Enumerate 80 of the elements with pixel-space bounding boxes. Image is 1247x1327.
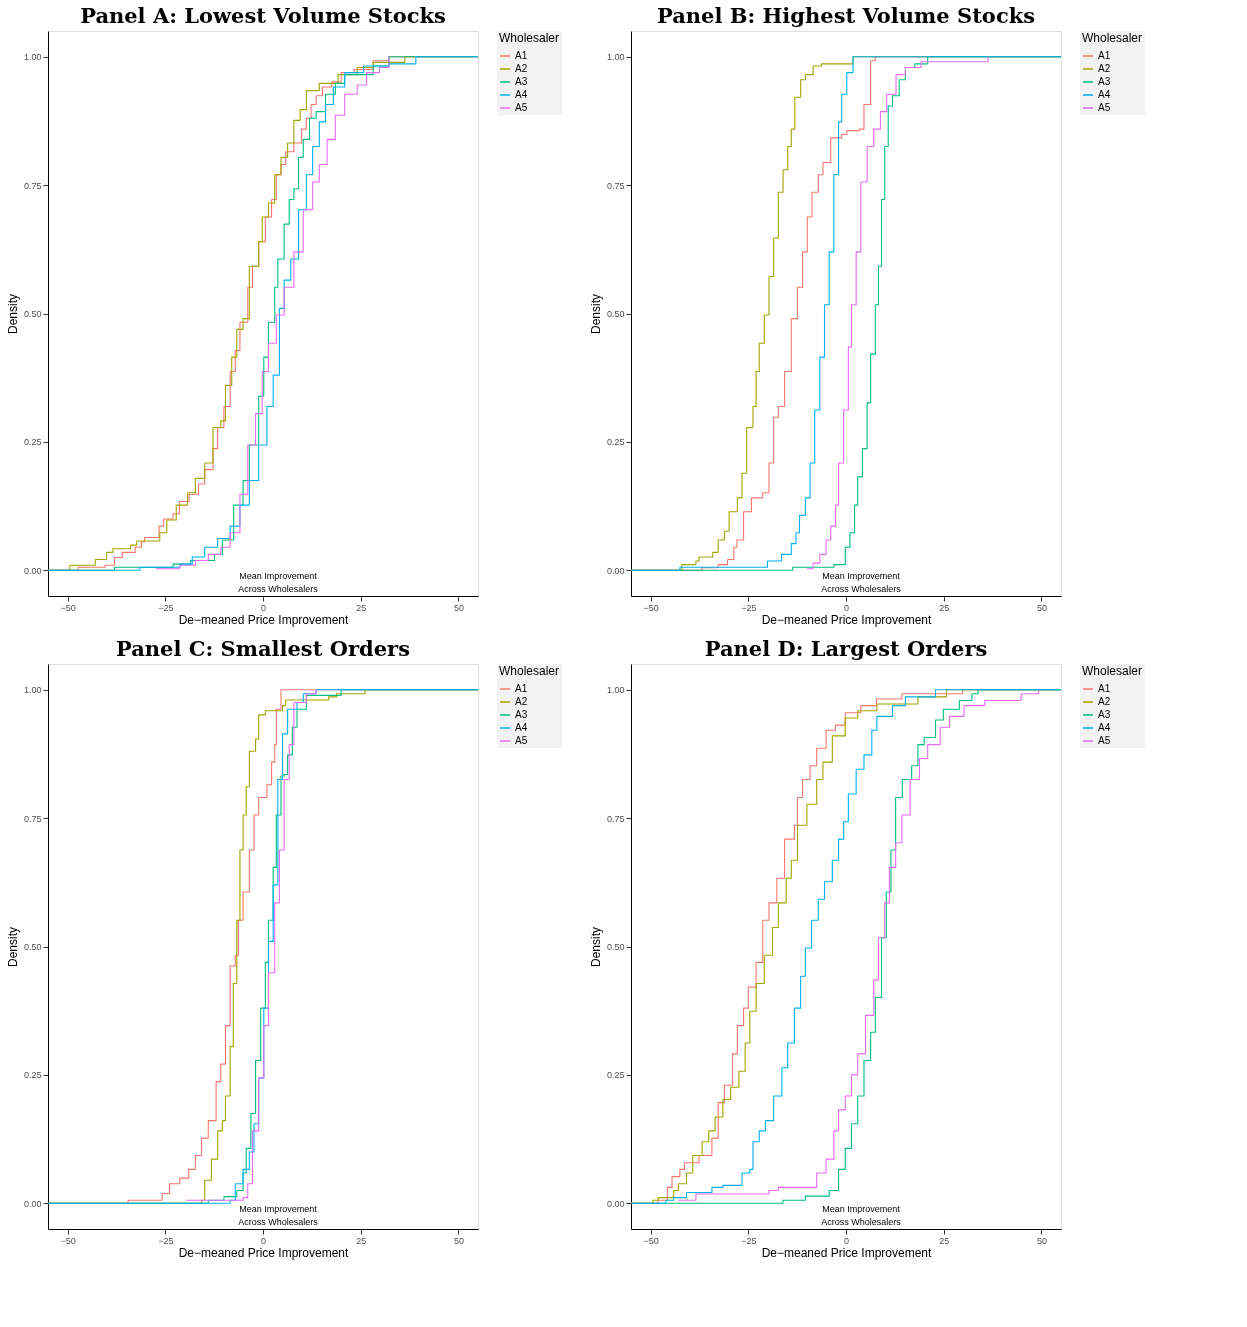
y-tick-label: 1.00 [23, 685, 42, 696]
legend-label: A3 [515, 76, 528, 87]
x-tick-label: 50 [1036, 602, 1047, 613]
annotation: Mean Improvement Across Wholesalers [821, 1204, 902, 1227]
legend-label: A1 [515, 683, 528, 694]
chart-title: Panel B: Highest Volume Stocks [656, 3, 1036, 28]
chart-title: Panel C: Smallest Orders [116, 636, 410, 661]
legend-label: A2 [1098, 696, 1111, 707]
x-tick-label: 0 [843, 602, 850, 613]
legend-label: A4 [1098, 722, 1111, 733]
x-tick-label: −50 [643, 1235, 659, 1246]
x-axis-title: De−meaned Price Improvement [178, 612, 350, 627]
legend-label: A5 [515, 735, 528, 746]
legend-label: A5 [1098, 735, 1111, 746]
x-tick-label: 25 [939, 602, 950, 613]
y-tick-label: 0.75 [606, 813, 625, 824]
legend-label: A2 [515, 63, 528, 74]
legend-label: A5 [515, 102, 528, 113]
legend-label: A4 [1098, 89, 1111, 100]
y-tick-label: 1.00 [23, 52, 42, 63]
x-tick-label: 50 [1036, 1235, 1047, 1246]
y-tick-label: 0.50 [606, 942, 625, 952]
x-tick-label: 50 [453, 1235, 464, 1246]
annotation: Mean Improvement Across Wholesalers [238, 1204, 319, 1227]
y-tick-label: 0.00 [606, 565, 625, 576]
legend-label: A3 [515, 709, 528, 720]
legend-label: A4 [515, 722, 528, 733]
x-axis-title: De−meaned Price Improvement [761, 612, 933, 627]
legend-title: Wholesaler [499, 664, 560, 678]
legend-title: Wholesaler [1082, 664, 1143, 678]
legend-label: A4 [515, 89, 528, 100]
y-tick-label: 0.00 [606, 1198, 625, 1209]
legend-label: A1 [1098, 50, 1111, 61]
y-tick-label: 0.00 [23, 1198, 42, 1209]
y-tick-label: 0.25 [23, 437, 42, 448]
x-tick-label: −25 [741, 1235, 757, 1246]
y-tick-label: 0.00 [23, 565, 42, 576]
y-axis-title: Density [5, 926, 20, 968]
legend-label: A2 [515, 696, 528, 707]
y-tick-label: 1.00 [606, 685, 625, 696]
x-tick-label: 50 [453, 602, 464, 613]
legend-label: A5 [1098, 102, 1111, 113]
legend-title: Wholesaler [499, 31, 560, 45]
y-tick-label: 0.50 [23, 942, 42, 952]
x-tick-label: 25 [356, 602, 367, 613]
y-axis-title: Density [588, 926, 603, 968]
legend-label: A1 [1098, 683, 1111, 694]
x-tick-label: −50 [60, 602, 76, 613]
x-tick-label: 25 [939, 1235, 950, 1246]
y-tick-label: 0.75 [23, 180, 42, 191]
x-tick-label: −25 [158, 1235, 174, 1246]
annotation: Mean Improvement Across Wholesalers [821, 571, 902, 594]
x-tick-label: 0 [260, 1235, 267, 1246]
y-axis-title: Density [588, 293, 603, 335]
x-axis-title: De−meaned Price Improvement [178, 1245, 350, 1260]
x-tick-label: 25 [356, 1235, 367, 1246]
y-tick-label: 0.50 [606, 309, 625, 319]
annotation: Mean Improvement Across Wholesalers [238, 571, 319, 594]
y-tick-label: 0.25 [606, 1070, 625, 1081]
y-axis-title: Density [5, 293, 20, 335]
y-tick-label: 0.50 [23, 309, 42, 319]
y-tick-label: 0.75 [606, 180, 625, 191]
x-tick-label: −50 [643, 602, 659, 613]
legend-label: A3 [1098, 709, 1111, 720]
legend-label: A1 [515, 50, 528, 61]
x-axis-title: De−meaned Price Improvement [761, 1245, 933, 1260]
chart-title: Panel D: Largest Orders [704, 636, 988, 661]
x-tick-label: 0 [843, 1235, 850, 1246]
x-tick-label: −25 [158, 602, 174, 613]
legend-title: Wholesaler [1082, 31, 1143, 45]
y-tick-label: 0.75 [23, 813, 42, 824]
chart-title: Panel A: Lowest Volume Stocks [80, 3, 446, 28]
y-tick-label: 0.25 [23, 1070, 42, 1081]
legend-label: A2 [1098, 63, 1111, 74]
legend-label: A3 [1098, 76, 1111, 87]
y-tick-label: 0.25 [606, 437, 625, 448]
x-tick-label: 0 [260, 602, 267, 613]
x-tick-label: −25 [741, 602, 757, 613]
y-tick-label: 1.00 [606, 52, 625, 63]
x-tick-label: −50 [60, 1235, 76, 1246]
